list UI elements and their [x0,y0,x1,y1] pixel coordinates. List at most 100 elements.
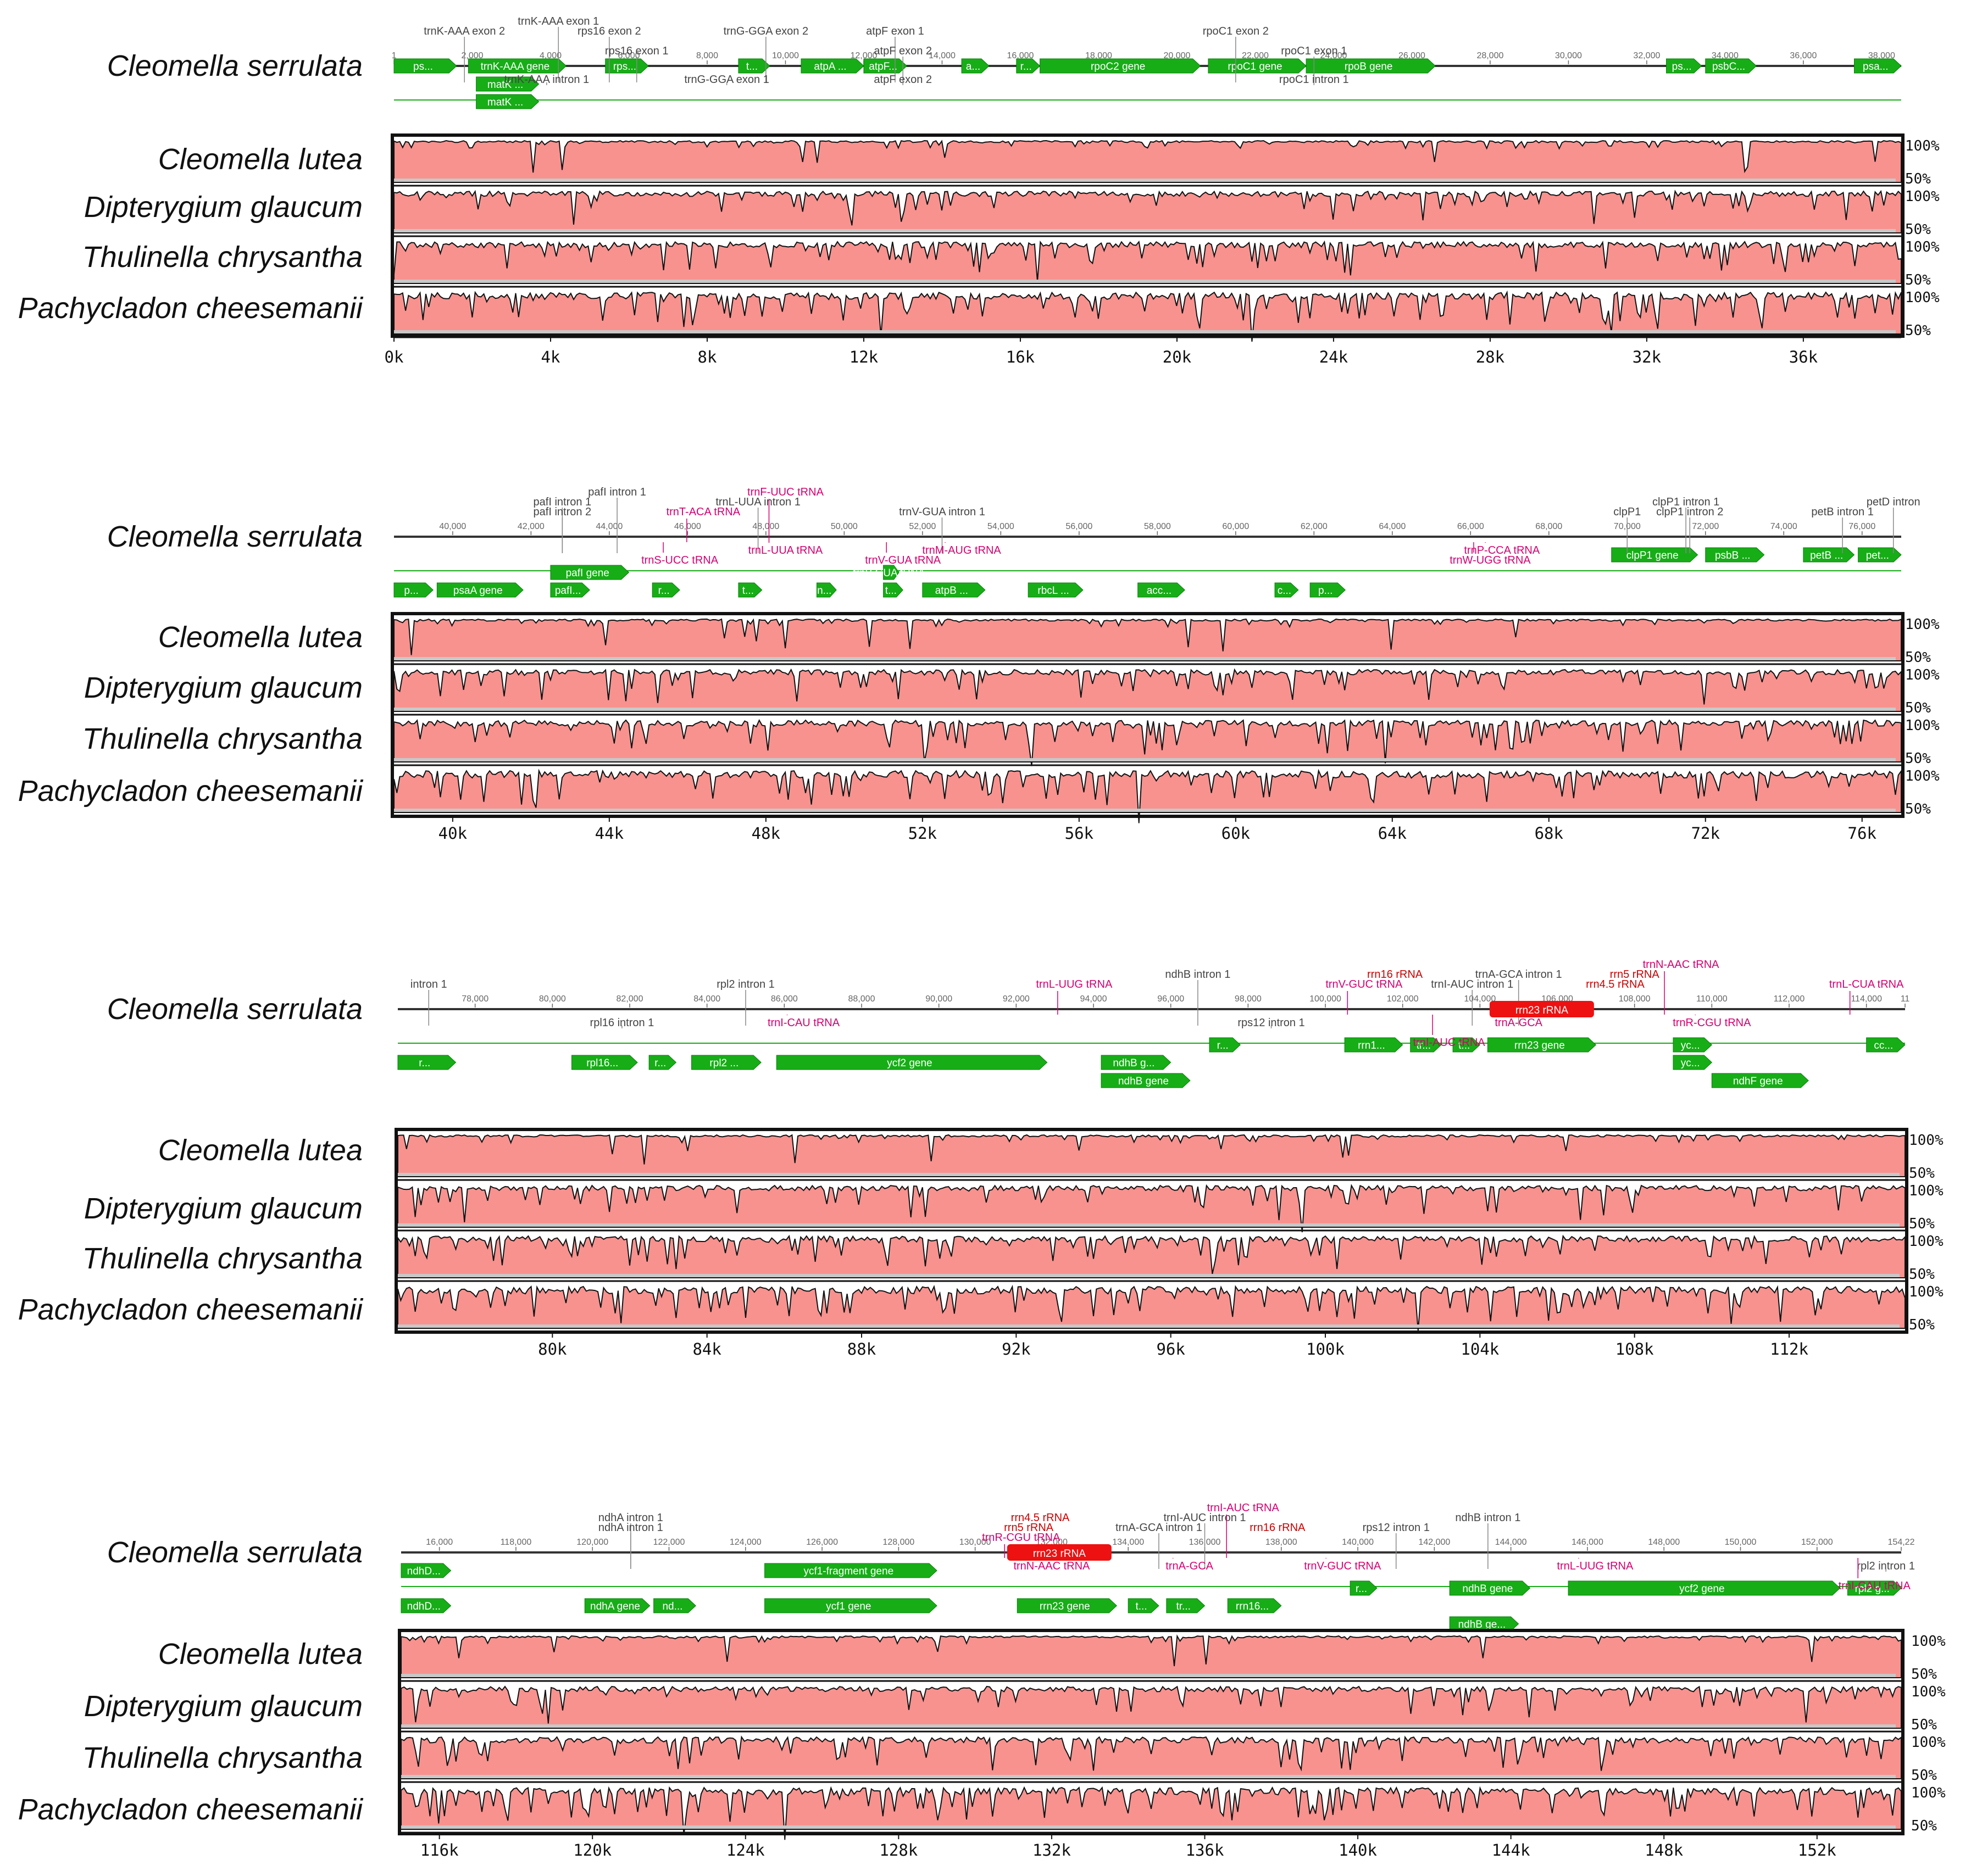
x-tick-label: 152k [1798,1841,1836,1860]
scale-label: 112,000 [1774,994,1805,1004]
gene-label: rrn16... [1236,1601,1269,1612]
scale-label: 152,000 [1801,1538,1833,1547]
gene-label: n... [817,585,831,597]
scale-label: 14,000 [929,51,956,60]
x-tick-label: 0k [385,348,404,366]
species-label: Cleomella lutea [158,143,363,176]
ytick-100: 100% [1911,1785,1946,1801]
conservation-band: 100% 50% [393,616,1940,666]
reference-species-label: Cleomella serrulata [107,49,363,82]
gene-arrow: rpoB gene [1306,58,1436,74]
gene-label: rpoC1 gene [1228,61,1282,73]
similarity-profile [401,1634,1902,1678]
ytick-50: 50% [1905,801,1931,817]
intron-annotation: trnI-AUC intron 1 [1163,1512,1246,1524]
scale-label: 74,000 [1770,522,1797,531]
scale-label: 142,000 [1418,1538,1450,1547]
gene-label: yc... [1681,1040,1700,1051]
trna-label: trnF-UUC tRNA [747,486,824,498]
gene-shape [436,582,524,598]
gene-label: cc... [1874,1040,1893,1051]
gene-shape [801,58,864,74]
trna-label: trnM-AUG tRNA [922,544,1001,556]
gene-shape [476,76,540,92]
x-tick-label: 88k [847,1340,876,1359]
gene-arrow: ycf2 gene [776,1055,1048,1070]
intron-annotation: ndhB intron 1 [1455,1512,1520,1524]
gene-label: a... [966,61,980,73]
similarity-profile [397,1234,1906,1278]
scale-label: 32,000 [1633,51,1660,60]
rrna-label: rrn5 rRNA [1004,1522,1054,1534]
gene-arrow: ndhB g... [1101,1055,1172,1070]
intron-annotation: trnV-GUA intron 1 [899,506,985,518]
intron-annotation: trnK-AAA exon 1 [518,15,599,27]
intron-annotation: clpP1 [1613,506,1641,518]
gene-shape [1847,1580,1902,1596]
x-tick-label: 140k [1339,1841,1377,1860]
intron-annotation: intron 1 [410,978,447,990]
scale-label: 98,000 [1235,994,1262,1004]
gene-arrow: rpoC1 gene [1208,58,1307,74]
intron-annotation: rpoC1 exon 2 [1203,25,1269,37]
gene-label: ycf1-fragment gene [803,1566,893,1577]
gene-shape [1101,1073,1191,1088]
gene-shape [550,582,590,598]
x-tick-label: 80k [538,1340,567,1359]
species-label: Cleomella lutea [158,621,363,654]
ytick-100: 100% [1905,667,1940,683]
gene-shape [401,1563,452,1578]
gene-label: ycf2 gene [1679,1583,1724,1595]
scale-label: 2,000 [461,51,483,60]
conservation-band: 100% 50% [393,717,1940,767]
species-label: Pachycladon cheesemanii [18,292,364,325]
intron-annotation: trnG-GGA exon 2 [724,25,809,37]
gene-arrow: r... [648,1055,677,1070]
intron-annotation: trnG-GGA exon 1 [684,74,769,86]
x-tick-label: 16k [1006,348,1035,366]
gene-shape [1705,547,1765,563]
gene-arrow: pafI... [550,582,590,598]
gene-shape [1449,1616,1519,1632]
ytick-50: 50% [1911,1666,1937,1683]
gene-arrow: t... [1452,1037,1481,1053]
trna-label: trnN-AAC tRNA [1013,1560,1090,1572]
scale-label: 16,000 [1007,51,1034,60]
conservation-band: 100% 50% [393,188,1940,238]
similarity-profile [393,668,1902,712]
trna-label: trnA-GCA [1165,1560,1213,1572]
trna-label: trnT-ACA tRNA [667,506,741,518]
x-tick-label: 136k [1186,1841,1224,1860]
gene-label: r... [1356,1583,1367,1595]
x-tick-label: 24k [1319,348,1348,366]
gene-arrow: ndhD... [401,1563,452,1578]
rrna-label: rrn23 rRNA [1515,1005,1568,1016]
reference-species-label: Cleomella serrulata [107,1536,363,1569]
species-label: Dipterygium glaucum [84,1690,363,1723]
x-tick-label: 108k [1615,1340,1654,1359]
gene-label: ndhB ge... [1458,1619,1506,1630]
scale-label: 64,000 [1379,522,1406,531]
gene-shape [1350,1580,1378,1596]
rrna-bar [1489,1001,1594,1017]
intron-annotation: atpF exon 2 [874,45,932,57]
x-tick-label: 124k [726,1841,765,1860]
trna-label: trnV-GUA tRNA [865,554,941,566]
gene-shape [776,1055,1048,1070]
conservation-band: 100% 50% [393,667,1940,716]
trna-label: trnV-GUC tRNA [1325,978,1403,990]
ytick-50: 50% [1909,1317,1935,1333]
gene-shape [1017,1598,1118,1613]
intron-annotation: rpoC1 exon 1 [1281,45,1347,57]
x-tick-label: 36k [1789,348,1818,366]
species-label: Thulinella chrysantha [82,241,363,274]
gene-label: yc... [1681,1057,1700,1069]
gene-shape [571,1055,638,1070]
gene-shape [691,1055,762,1070]
gene-shape [1306,58,1436,74]
ytick-100: 100% [1911,1734,1946,1751]
ytick-50: 50% [1905,221,1931,238]
scale-label: 44,000 [596,522,623,531]
gene-shape [764,1563,937,1578]
x-tick-label: 76k [1848,824,1877,843]
